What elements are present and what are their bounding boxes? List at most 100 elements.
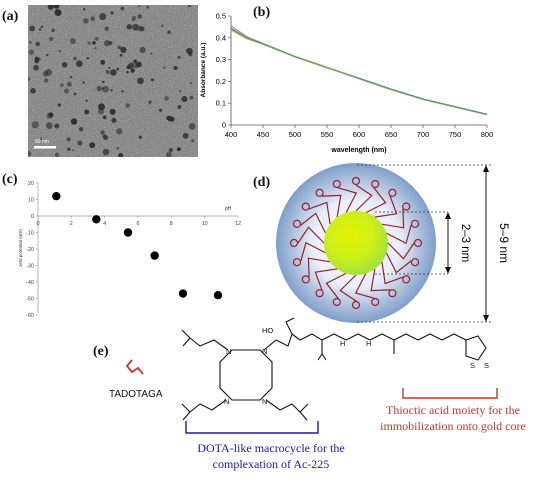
- ligand-chain: [381, 208, 405, 229]
- nanoparticle: [173, 66, 178, 70]
- amide-nh-1: H: [340, 339, 345, 348]
- nanoparticle: [189, 95, 194, 100]
- y-axis-label: zeta potential (mV): [18, 229, 23, 267]
- ligand-chain: [300, 212, 327, 234]
- y-tick-label: 0.5: [216, 12, 226, 21]
- nanoparticle: [102, 115, 107, 120]
- nanoparticle: [66, 81, 72, 87]
- nanoparticle: [39, 137, 43, 141]
- x-tick-label: 600: [353, 130, 366, 139]
- y-tick-label: -60: [26, 313, 34, 319]
- y-tick-label: 0.3: [216, 55, 226, 64]
- nanoparticle: [28, 76, 31, 82]
- nanoparticle: [45, 122, 53, 129]
- ligand-chain: [314, 268, 338, 291]
- nanoparticle: [29, 25, 35, 32]
- y-tick-label: 20: [28, 181, 34, 187]
- nanoparticle: [163, 66, 166, 69]
- x-tick-label: 12: [235, 221, 241, 227]
- tem-nanoparticles: [28, 5, 196, 157]
- nanoparticle: [31, 121, 39, 129]
- nanoparticle: [70, 118, 78, 125]
- nanoparticle: [125, 103, 130, 108]
- ligand-head: [351, 300, 361, 310]
- nanoparticle: [102, 80, 105, 84]
- x-tick-label: 2: [70, 221, 73, 227]
- nanoparticle: [57, 103, 61, 107]
- nanoparticle: [118, 152, 124, 157]
- nanoparticle: [139, 46, 146, 54]
- nanoparticle: [34, 56, 39, 61]
- nanoparticle: [86, 56, 90, 60]
- nanoparticle: [121, 89, 124, 93]
- ligand-chain: [365, 187, 387, 214]
- nanoparticle: [77, 155, 80, 157]
- ligand-head: [402, 202, 411, 211]
- nanoparticle: [87, 41, 91, 45]
- ligand-head: [388, 289, 397, 298]
- nanoparticle: [110, 88, 113, 92]
- nanoparticle: [28, 151, 32, 157]
- nanoparticle: [102, 85, 109, 93]
- nanoparticle: [67, 147, 71, 151]
- nanoparticle: [146, 5, 150, 9]
- nanoparticle: [138, 5, 141, 8]
- nanoparticle: [102, 134, 107, 139]
- zeta-data-point: [52, 192, 61, 201]
- y-tick-label: 0.2: [216, 77, 226, 86]
- panel-label-a: (a): [2, 9, 19, 24]
- nanoparticle: [110, 69, 117, 76]
- nanoparticle: [167, 115, 173, 122]
- nanoparticle: [63, 88, 70, 94]
- y-tick-label: 0: [31, 214, 34, 220]
- nanoparticle: [132, 18, 135, 22]
- zeta-data-point: [123, 228, 133, 237]
- nanoparticle: [116, 67, 120, 71]
- nanoparticle: [84, 109, 90, 115]
- ligand-head: [292, 258, 302, 267]
- nanoparticle: [137, 77, 144, 85]
- nanoparticle: [160, 24, 164, 28]
- nanoparticle: [85, 99, 88, 103]
- scalebar: [34, 146, 56, 149]
- absorbance-series-line: [230, 25, 488, 115]
- y-tick-label: -40: [26, 280, 34, 286]
- n-atom-3: N: [224, 397, 229, 406]
- nanoparticle: [104, 26, 109, 32]
- nanoparticle: [83, 8, 86, 11]
- nanoparticle: [132, 23, 139, 31]
- y-tick-label: -50: [26, 297, 34, 303]
- x-tick-label: 10: [202, 221, 208, 227]
- nanoparticle: [188, 122, 196, 130]
- nanoparticle: [100, 130, 105, 135]
- nanoparticle: [55, 9, 58, 12]
- absorbance-series-line: [230, 27, 488, 115]
- ligand-chain: [337, 187, 358, 213]
- nanoparticle: [69, 38, 76, 44]
- ligand-head: [301, 202, 310, 211]
- nanoparticle: [190, 82, 193, 85]
- nanoparticle: [108, 66, 111, 70]
- nanoparticle: [73, 92, 77, 96]
- nanoparticle: [53, 5, 60, 9]
- nanoparticle: [94, 36, 99, 41]
- dota-bracket: [185, 421, 319, 434]
- nanoparticle: [102, 148, 110, 156]
- ligand-chain: [387, 242, 415, 260]
- gold-core: [324, 211, 388, 275]
- nanoparticle: [98, 103, 105, 111]
- nanoparticle: [176, 147, 181, 152]
- absorbance-series-line: [230, 28, 488, 116]
- nanoparticle: [159, 108, 163, 112]
- x-tick-label: 0: [36, 221, 39, 227]
- ligand-head: [410, 258, 420, 267]
- nanoparticle: [119, 53, 123, 57]
- nanoparticle: [110, 11, 114, 15]
- nanoparticle: [177, 105, 182, 110]
- nanoparticle: [33, 64, 39, 71]
- nanoparticle: [102, 87, 105, 90]
- ligand-head: [402, 275, 411, 284]
- nanoparticle: [120, 46, 127, 54]
- nanoparticle: [130, 62, 133, 65]
